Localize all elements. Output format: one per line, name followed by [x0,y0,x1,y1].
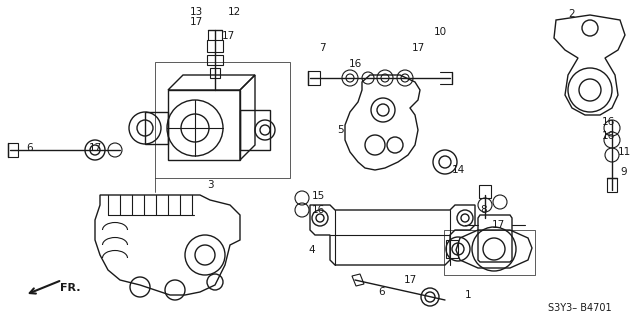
Text: 4: 4 [308,245,316,255]
Text: 13: 13 [189,7,203,17]
Text: 9: 9 [621,167,627,177]
Text: 16: 16 [602,117,614,127]
Text: 16: 16 [348,59,362,69]
Text: 17: 17 [412,43,424,53]
Text: FR.: FR. [60,283,80,293]
Text: 14: 14 [451,165,465,175]
Text: 7: 7 [319,43,325,53]
Text: 5: 5 [337,125,343,135]
Text: 17: 17 [492,220,504,230]
Text: 3: 3 [207,180,213,190]
Text: 8: 8 [481,205,487,215]
Text: 15: 15 [312,191,324,201]
Text: 2: 2 [569,9,575,19]
Text: 1: 1 [465,290,471,300]
Text: 17: 17 [88,143,102,153]
Text: 17: 17 [189,17,203,27]
Text: 16: 16 [312,205,324,215]
Text: 16: 16 [602,131,614,141]
Text: 6: 6 [27,143,33,153]
Text: S3Y3– B4701: S3Y3– B4701 [548,303,612,313]
Text: 17: 17 [221,31,235,41]
Text: 6: 6 [379,287,385,297]
Text: 11: 11 [618,147,630,157]
Text: 10: 10 [433,27,447,37]
Text: 17: 17 [403,275,417,285]
Text: 12: 12 [227,7,241,17]
